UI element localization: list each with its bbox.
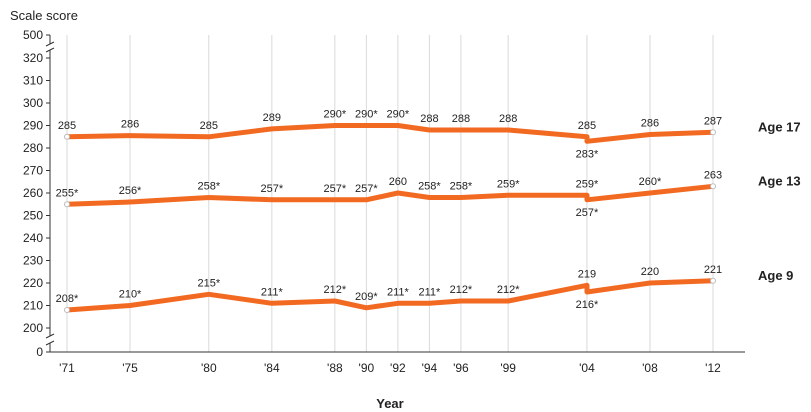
y-tick-labels: 0 200 210 220 230 240 250 260 270 280 290 300 310 320… <box>23 28 43 359</box>
data-label: 258* <box>197 181 220 193</box>
y-tick-label: 260 <box>23 186 43 200</box>
y-tick-label: 270 <box>23 164 43 178</box>
data-label: 212* <box>324 284 347 296</box>
y-tick-label: 200 <box>23 321 43 335</box>
series-endpoint <box>710 129 716 136</box>
data-label: 288 <box>420 113 438 125</box>
data-label: 259* <box>497 178 520 190</box>
data-label: 285 <box>58 120 76 132</box>
data-label: 260 <box>389 176 407 188</box>
data-label: 257* <box>355 183 378 195</box>
data-label: 220 <box>641 266 659 278</box>
data-label: 260* <box>639 176 662 188</box>
y-tick-label: 0 <box>36 345 43 359</box>
series-name: Age 9 <box>758 268 793 283</box>
series-endpoint <box>64 307 70 313</box>
x-tick-label: '80 <box>201 361 217 375</box>
x-tick-label: '88 <box>327 361 343 375</box>
data-label: 221 <box>704 264 722 276</box>
series-lines <box>64 123 716 313</box>
data-label: 211* <box>387 286 410 298</box>
data-label: 210* <box>119 289 142 301</box>
data-label: 258* <box>418 181 441 193</box>
data-label: 257* <box>261 183 284 195</box>
y-tick-label: 500 <box>23 28 43 42</box>
y-tick-label: 240 <box>23 231 43 245</box>
series-line <box>64 278 716 313</box>
data-label: 289 <box>263 112 281 124</box>
series-endpoint <box>64 201 70 208</box>
data-label: 257* <box>576 207 599 219</box>
series-name: Age 13 <box>758 173 801 188</box>
data-label: 212* <box>497 284 520 296</box>
y-tick-label: 300 <box>23 96 43 110</box>
data-label: 215* <box>197 277 220 289</box>
data-label: 290* <box>324 109 347 121</box>
x-tick-label: '92 <box>390 361 406 375</box>
series-name: Age 17 <box>758 119 801 134</box>
x-tick-label: '99 <box>500 361 516 375</box>
x-tick-label: '90 <box>359 361 375 375</box>
y-tick-label: 290 <box>23 119 43 133</box>
axis-break-mark <box>45 41 55 53</box>
data-label: 257* <box>324 183 347 195</box>
y-axis-title: Scale score <box>10 8 78 23</box>
data-label: 211* <box>418 286 441 298</box>
x-tick-label: '96 <box>453 361 469 375</box>
y-tick-label: 280 <box>23 141 43 155</box>
data-label: 287 <box>704 115 722 127</box>
y-tick-label: 320 <box>23 51 43 65</box>
data-label: 255* <box>56 187 79 199</box>
x-axis-title: Year <box>376 396 403 411</box>
y-tick-label: 220 <box>23 276 43 290</box>
x-tick-label: '94 <box>422 361 438 375</box>
axis-break-mark <box>45 333 55 346</box>
data-label: 258* <box>450 181 473 193</box>
x-tick-label: '08 <box>642 361 658 375</box>
data-label: 219 <box>578 268 596 280</box>
x-tick-label: '84 <box>264 361 280 375</box>
data-label: 259* <box>576 178 599 190</box>
data-label: 283* <box>576 148 599 160</box>
y-tick-label: 310 <box>23 74 43 88</box>
data-label: 290* <box>387 109 410 121</box>
x-tick-label: '04 <box>579 361 595 375</box>
data-label: 208* <box>56 293 79 305</box>
data-label: 216* <box>576 299 599 311</box>
data-label: 288 <box>499 113 517 125</box>
y-tick-label: 230 <box>23 254 43 268</box>
data-label: 212* <box>450 284 473 296</box>
data-label: 285 <box>578 120 596 132</box>
series-endpoint <box>710 277 716 284</box>
x-tick-label: '75 <box>122 361 138 375</box>
x-tick-labels: '71 '75 '80 '84 '88 '90 '92 '94 '96 '99 '04 '08 '12 <box>59 361 721 375</box>
data-label: 256* <box>119 185 142 197</box>
y-tick-label: 210 <box>23 299 43 313</box>
data-label: 263 <box>704 169 722 181</box>
data-label: 288 <box>452 113 470 125</box>
axes <box>45 34 745 353</box>
series-line <box>64 183 716 207</box>
y-tick-label: 250 <box>23 209 43 223</box>
data-label: 211* <box>261 286 284 298</box>
data-label: 286 <box>641 118 659 130</box>
series-line <box>64 123 716 144</box>
series-endpoint <box>710 183 716 190</box>
series-names: Age 17 Age 13 Age 9 <box>758 119 801 283</box>
data-label: 290* <box>355 109 378 121</box>
data-label: 209* <box>355 291 378 303</box>
data-label: 285 <box>200 120 218 132</box>
data-labels: 285 286 285 289 290* 290* 290* 288 288 288 285 283*… <box>56 109 723 312</box>
x-tick-label: '71 <box>59 361 75 375</box>
series-endpoint <box>64 133 70 140</box>
x-tick-label: '12 <box>705 361 721 375</box>
data-label: 286 <box>121 119 139 131</box>
